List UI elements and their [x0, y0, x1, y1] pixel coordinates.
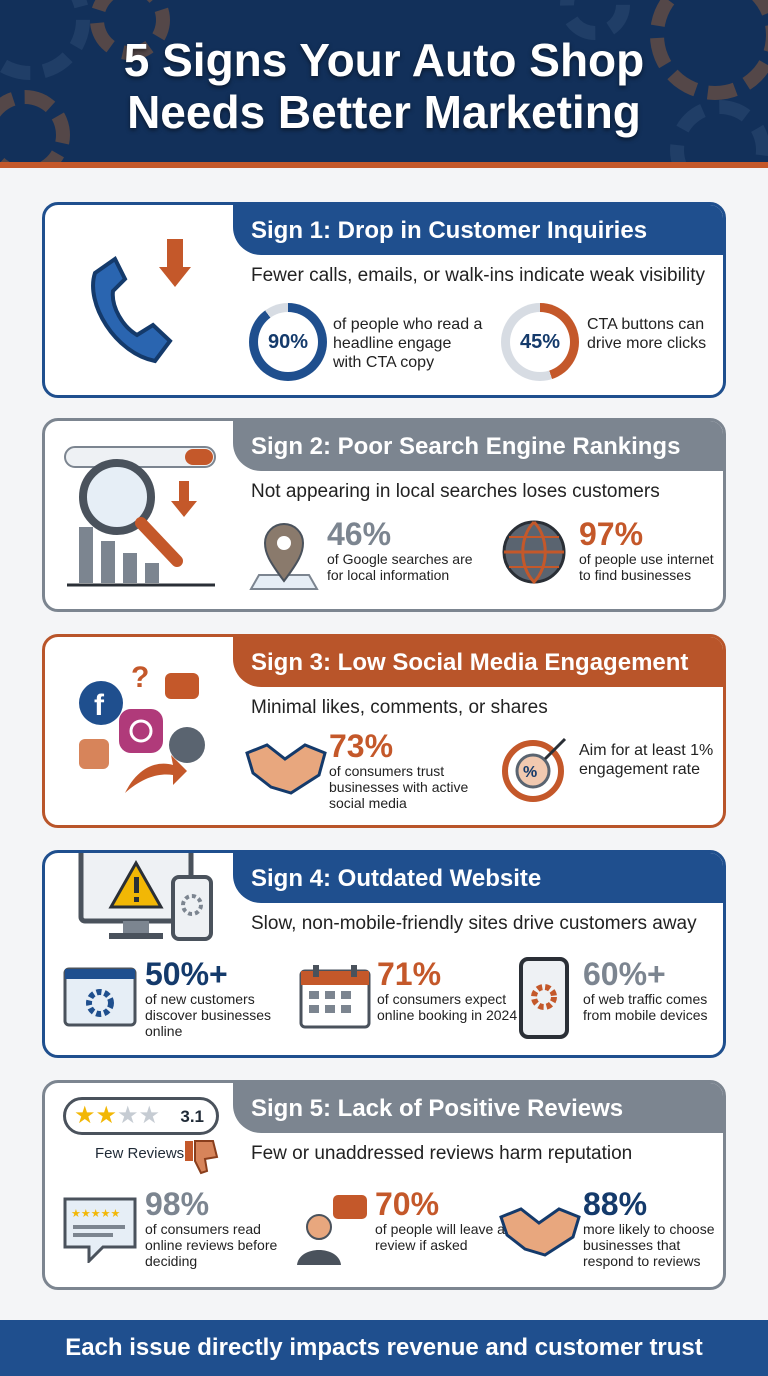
reviews-chat-icon: ★★★★★ — [63, 1197, 137, 1263]
svg-text:★★★★★: ★★★★★ — [71, 1207, 120, 1220]
stat-70: 70% of people will leave a review if ask… — [375, 1186, 505, 1253]
handshake-icon — [499, 1207, 581, 1257]
stat-50-plus: 50%+ of new customers discover businesse… — [145, 956, 272, 1039]
star-empty-icon: ★ — [138, 1102, 161, 1129]
stat-text: CTA buttons can drive more clicks — [587, 316, 707, 352]
sign-2-description: Not appearing in local searches loses cu… — [251, 481, 660, 502]
handshake-icon — [245, 743, 327, 795]
phone-icon — [91, 239, 191, 364]
star-empty-icon: ★ — [117, 1102, 139, 1129]
sign-1-description: Fewer calls, emails, or walk-ins indicat… — [251, 265, 706, 286]
page-title: 5 Signs Your Auto Shop Needs Better Marke… — [123, 34, 645, 138]
stat-46: 46% of Google searches are for local inf… — [327, 516, 473, 583]
sign-4-description: Slow, non-mobile-friendly sites drive cu… — [251, 913, 697, 934]
engagement-goal-text: Aim for at least 1% engagement rate — [579, 742, 714, 778]
sign-3-description: Minimal likes, comments, or shares — [251, 697, 548, 718]
stat-88: 88% more likely to choose businesses tha… — [583, 1186, 715, 1269]
sign-5-card: Sign 5: Lack of Positive Reviews Few or … — [42, 1080, 726, 1290]
svg-text:%: % — [523, 764, 537, 781]
few-reviews-label: Few Reviews — [95, 1145, 185, 1162]
sign-1-title: Sign 1: Drop in Customer Inquiries — [233, 205, 723, 255]
stat-60-plus: 60%+ of web traffic comes from mobile de… — [583, 956, 708, 1023]
stat-ring-90: 90% — [249, 303, 327, 381]
target-icon: % — [502, 737, 567, 802]
star-filled-icon: ★ — [74, 1102, 96, 1129]
location-pin-icon — [249, 523, 319, 590]
header: 5 Signs Your Auto Shop Needs Better Marke… — [0, 0, 768, 168]
sign-5-title: Sign 5: Lack of Positive Reviews — [233, 1083, 723, 1133]
sign-3-title: Sign 3: Low Social Media Engagement — [233, 637, 723, 687]
stat-97: 97% of people use internet to find busin… — [579, 516, 714, 583]
stat-98: 98% of consumers read online reviews bef… — [145, 1186, 278, 1269]
stat-text: of people who read a headline engage wit… — [333, 316, 483, 371]
person-comment-icon — [297, 1195, 367, 1265]
social-media-icons: f ? — [79, 661, 205, 793]
stat-ring-45: 45% — [501, 303, 579, 381]
outdated-website-icon — [78, 853, 213, 941]
sign-2-card: Sign 2: Poor Search Engine Rankings Not … — [42, 418, 726, 612]
stat-71: 71% of consumers expect online booking i… — [377, 956, 518, 1023]
browser-gear-icon — [63, 967, 137, 1027]
svg-text:?: ? — [131, 661, 149, 694]
rating-bubble: ★★★★ 3.1 — [63, 1097, 219, 1135]
thumbs-down-icon — [185, 1140, 219, 1175]
footer-banner: Each issue directly impacts revenue and … — [0, 1320, 768, 1376]
sign-4-title: Sign 4: Outdated Website — [233, 853, 723, 903]
sign-2-title: Sign 2: Poor Search Engine Rankings — [233, 421, 723, 471]
sign-3-card: Sign 3: Low Social Media Engagement Mini… — [42, 634, 726, 828]
rating-value: 3.1 — [180, 1107, 204, 1126]
star-rating: ★★★★ — [74, 1102, 160, 1130]
calendar-icon — [299, 965, 371, 1029]
stat-73: 73% of consumers trust businesses with a… — [329, 728, 469, 811]
star-filled-icon: ★ — [95, 1102, 118, 1129]
sign-4-card: Sign 4: Outdated Website Slow, non-mobil… — [42, 850, 726, 1058]
svg-text:f: f — [94, 689, 105, 722]
globe-icon — [502, 520, 566, 585]
mobile-device-icon — [519, 957, 569, 1039]
sign-5-description: Few or unaddressed reviews harm reputati… — [251, 1143, 633, 1164]
sign-1-card: Sign 1: Drop in Customer Inquiries Fewer… — [42, 202, 726, 398]
search-ranking-icon — [64, 446, 216, 587]
